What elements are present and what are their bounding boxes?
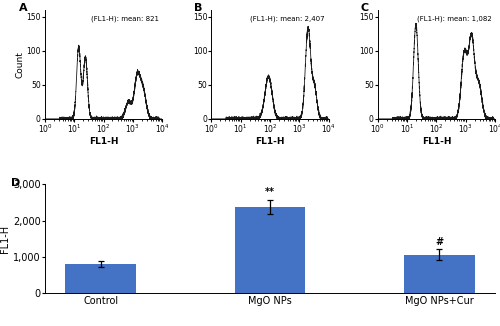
Bar <box>66 264 136 293</box>
X-axis label: FL1-H: FL1-H <box>422 137 451 146</box>
Y-axis label: Count: Count <box>16 51 25 78</box>
Text: A: A <box>19 3 28 13</box>
Text: (FL1-H): mean: 821: (FL1-H): mean: 821 <box>90 15 158 22</box>
Bar <box>234 207 306 293</box>
Text: #: # <box>435 237 443 247</box>
Y-axis label: FL1-H: FL1-H <box>0 225 10 253</box>
Text: **: ** <box>265 187 275 198</box>
X-axis label: FL1-H: FL1-H <box>256 137 285 146</box>
Text: B: B <box>194 3 202 13</box>
Text: C: C <box>360 3 368 13</box>
Bar <box>404 255 474 293</box>
Text: (FL1-H): mean: 2,407: (FL1-H): mean: 2,407 <box>250 15 325 22</box>
X-axis label: FL1-H: FL1-H <box>89 137 118 146</box>
Text: D: D <box>11 178 20 188</box>
Text: (FL1-H): mean: 1,082: (FL1-H): mean: 1,082 <box>416 15 492 22</box>
